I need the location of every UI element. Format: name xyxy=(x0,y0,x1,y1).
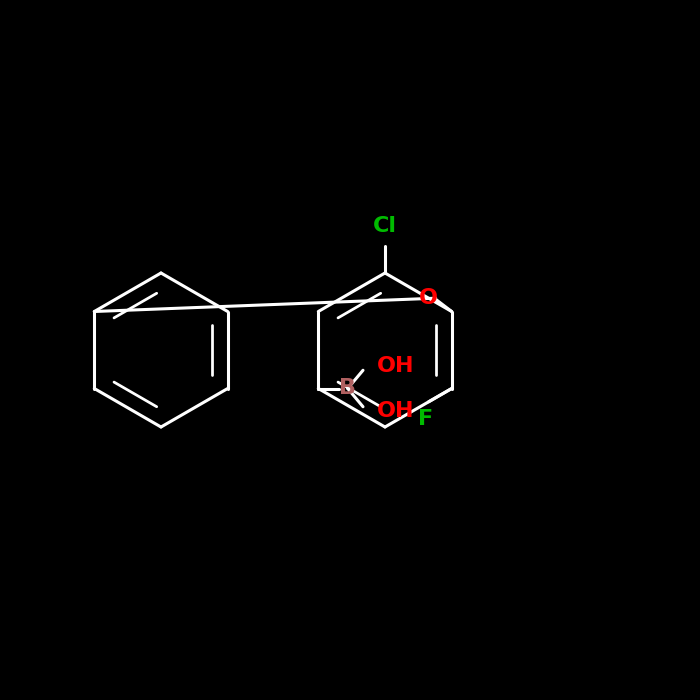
Text: B: B xyxy=(340,379,356,398)
Text: O: O xyxy=(419,288,438,308)
Text: F: F xyxy=(418,409,433,429)
Text: OH: OH xyxy=(377,356,414,376)
Text: OH: OH xyxy=(377,401,414,421)
Text: Cl: Cl xyxy=(373,216,397,236)
